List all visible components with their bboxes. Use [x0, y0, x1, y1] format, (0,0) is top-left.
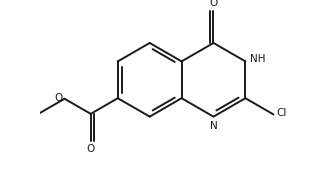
Text: Cl: Cl: [276, 108, 287, 118]
Text: N: N: [210, 121, 217, 131]
Text: O: O: [87, 144, 95, 154]
Text: NH: NH: [250, 54, 266, 64]
Text: O: O: [54, 93, 63, 103]
Text: O: O: [209, 0, 218, 8]
